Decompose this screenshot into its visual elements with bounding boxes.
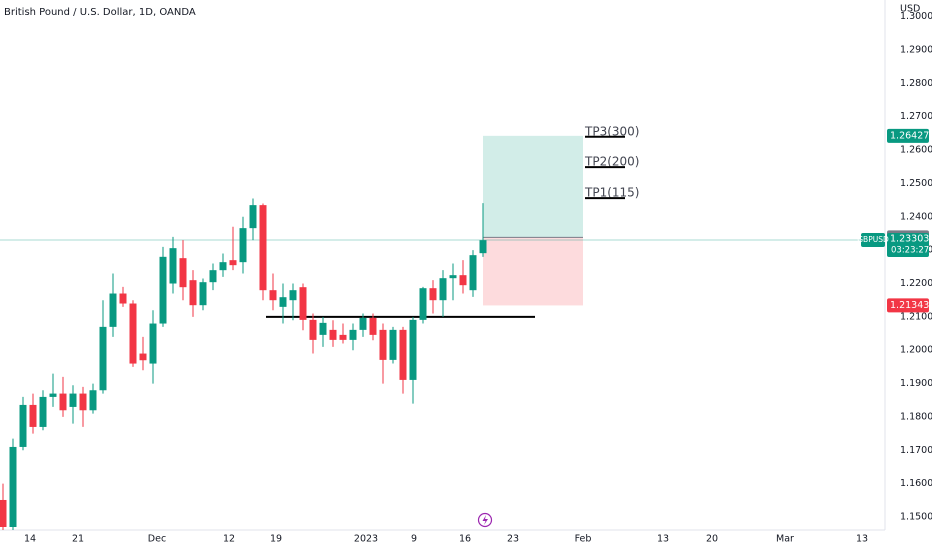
candle-body bbox=[279, 297, 287, 307]
countdown: 03:23:27 bbox=[891, 246, 929, 256]
y-tick-label: 1.24000 bbox=[900, 211, 932, 222]
x-tick-label: 2023 bbox=[354, 534, 378, 545]
x-tick-label: 20 bbox=[706, 534, 718, 545]
candle-body bbox=[289, 290, 297, 301]
y-tick-label: 1.17000 bbox=[900, 445, 932, 456]
candle-body bbox=[319, 322, 327, 335]
x-tick-label: 12 bbox=[223, 534, 235, 545]
y-tick-label: 1.21000 bbox=[900, 311, 932, 322]
candle-body bbox=[249, 205, 257, 229]
target-badge-label: 1.26427 bbox=[890, 130, 929, 141]
candle-body bbox=[99, 326, 107, 391]
last-price-badge bbox=[887, 233, 929, 258]
x-tick-label: 21 bbox=[72, 534, 84, 545]
candle-body bbox=[169, 248, 177, 284]
candle-body bbox=[339, 334, 347, 340]
candle-body bbox=[179, 258, 187, 288]
x-tick-label: 16 bbox=[459, 534, 471, 545]
y-tick-label: 1.18000 bbox=[900, 411, 932, 422]
candle-body bbox=[59, 393, 67, 411]
candle-body bbox=[469, 255, 477, 291]
candle-body bbox=[399, 329, 407, 380]
y-tick-label: 1.15000 bbox=[900, 511, 932, 522]
candle-body bbox=[149, 323, 157, 364]
symbol-label: GBPUSD bbox=[857, 235, 889, 244]
y-tick-label: 1.22000 bbox=[900, 278, 932, 289]
target-badge bbox=[887, 128, 929, 143]
candle-body bbox=[29, 404, 37, 427]
lightning-icon bbox=[477, 512, 493, 528]
stop-badge-label: 1.21343 bbox=[890, 300, 929, 311]
chart-title: British Pound / U.S. Dollar, 1D, OANDA bbox=[4, 7, 196, 18]
target-label: TP2(200) bbox=[584, 155, 639, 169]
candle-body bbox=[109, 293, 117, 327]
candle-body bbox=[259, 205, 267, 291]
x-tick-label: Dec bbox=[148, 534, 166, 545]
candle-body bbox=[459, 275, 467, 286]
currency: USD bbox=[900, 4, 920, 15]
candle-body bbox=[219, 262, 227, 271]
x-tick-label: 19 bbox=[270, 534, 282, 545]
candle-body bbox=[409, 319, 417, 380]
profit-zone bbox=[483, 135, 583, 238]
y-tick-label: 1.28000 bbox=[900, 78, 932, 89]
candle-body bbox=[139, 353, 147, 361]
candle-body bbox=[0, 499, 7, 527]
candle-body bbox=[89, 390, 97, 411]
candle-body bbox=[229, 260, 237, 266]
candle-body bbox=[189, 280, 197, 306]
y-tick-label: 1.30000 bbox=[900, 11, 932, 22]
y-tick-label: 1.25000 bbox=[900, 178, 932, 189]
candle-body bbox=[69, 393, 77, 407]
x-tick-label: 13 bbox=[856, 534, 868, 545]
stop-badge bbox=[887, 298, 929, 313]
y-tick-label: 1.19000 bbox=[900, 378, 932, 389]
y-tick-label: 1.27000 bbox=[900, 111, 932, 122]
candle-body bbox=[439, 278, 447, 301]
target-label: TP3(300) bbox=[584, 124, 639, 138]
candle-body bbox=[269, 290, 277, 301]
candle-body bbox=[369, 317, 377, 335]
candle-body bbox=[239, 228, 247, 263]
x-tick-label: 9 bbox=[411, 534, 417, 545]
candle-body bbox=[9, 446, 17, 527]
candle-body bbox=[19, 404, 27, 447]
loss-zone bbox=[483, 237, 583, 306]
candle-body bbox=[309, 319, 317, 340]
x-tick-label: Mar bbox=[776, 534, 794, 545]
candle-body bbox=[329, 329, 337, 340]
candle-body bbox=[159, 256, 167, 324]
x-tick-label: 13 bbox=[657, 534, 669, 545]
x-tick-label: 23 bbox=[507, 534, 519, 545]
candle-body bbox=[429, 288, 437, 301]
x-tick-label: 14 bbox=[24, 534, 36, 545]
y-tick-label: 1.16000 bbox=[900, 478, 932, 489]
candle-body bbox=[419, 288, 427, 320]
candle-body bbox=[129, 303, 137, 364]
candle-body bbox=[349, 329, 357, 340]
candle-body bbox=[449, 275, 457, 279]
candle-body bbox=[209, 270, 217, 283]
candle-body bbox=[299, 287, 307, 320]
candle-body bbox=[49, 393, 57, 397]
x-tick-label: Feb bbox=[575, 534, 592, 545]
candle-body bbox=[379, 329, 387, 360]
y-tick-label: 1.26000 bbox=[900, 145, 932, 156]
y-tick-label: 1.20000 bbox=[900, 345, 932, 356]
candle-body bbox=[479, 240, 487, 254]
candle-body bbox=[389, 329, 397, 360]
last-price-label: 1.23303 bbox=[890, 234, 929, 245]
candle-body bbox=[79, 393, 87, 411]
candle-body bbox=[359, 317, 367, 330]
y-tick-label: 1.29000 bbox=[900, 45, 932, 56]
candle-body bbox=[119, 293, 127, 304]
target-label: TP1(115) bbox=[584, 186, 639, 200]
candle-body bbox=[199, 282, 207, 306]
candle-body bbox=[39, 396, 47, 427]
symbol-badge bbox=[861, 233, 885, 248]
